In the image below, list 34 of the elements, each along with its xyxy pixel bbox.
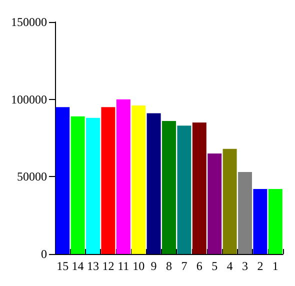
x-tick-label: 2 [257,259,264,273]
bar [222,148,237,254]
x-tick-label: 5 [212,259,218,273]
bar [146,113,161,254]
x-tick-label: 12 [102,259,114,273]
bar [162,120,176,254]
x-tick-label: 11 [118,259,130,273]
bar [192,122,206,254]
bar [86,118,100,254]
x-tick-label: 15 [56,259,69,273]
bar [70,116,85,254]
x-tick-label: 8 [166,259,172,273]
x-tick-label: 1 [272,259,278,273]
bar [116,99,130,254]
x-tick-label: 9 [150,259,157,273]
bar [253,189,268,254]
bar [177,126,192,254]
x-tick-label: 13 [87,259,99,273]
bar [238,172,252,254]
x-tick-label: 4 [226,259,233,273]
x-tick-label: 10 [132,259,145,273]
bar [132,106,146,254]
bar [56,107,70,254]
bar [208,153,222,254]
bar [268,189,282,254]
x-tick-label: 6 [196,259,202,273]
y-tick-label: 150000 [11,15,47,29]
x-tick-label: 14 [72,259,84,273]
bar [101,107,116,254]
y-tick-label: 50000 [17,170,47,184]
x-tick-label: 3 [242,259,248,273]
y-tick-label: 100000 [11,92,47,106]
y-tick-label: 0 [41,247,47,261]
x-tick-label: 7 [181,259,188,273]
